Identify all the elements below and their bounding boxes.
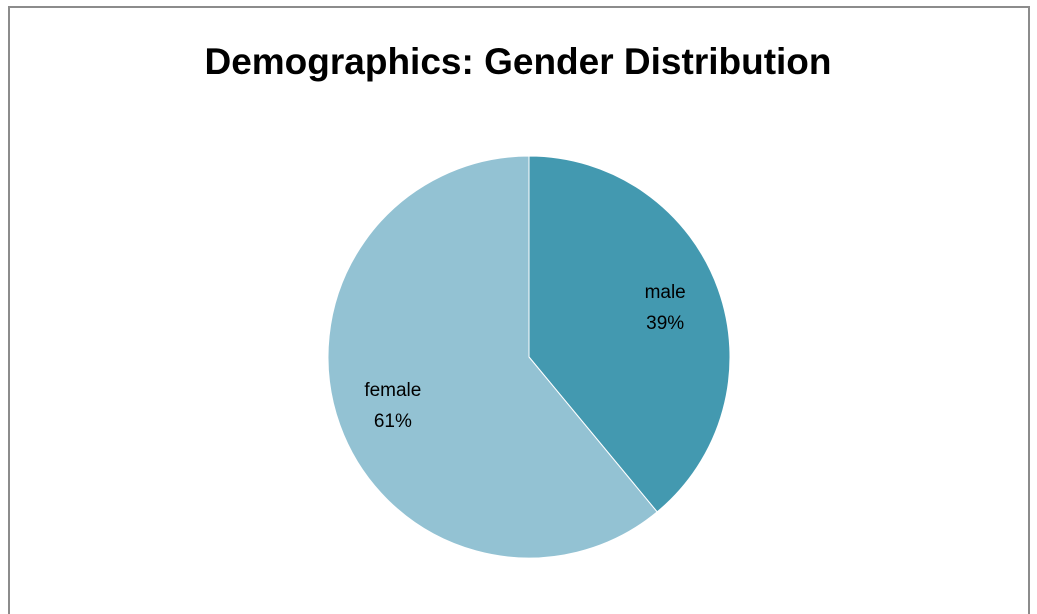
slice-value-label: 39% [646, 313, 684, 334]
pie-slice [528, 155, 731, 513]
slice-category-label: female [364, 380, 421, 401]
chart-title: Demographics: Gender Distribution [204, 41, 831, 82]
pie-slice [327, 155, 658, 559]
slice-category-label: male [645, 282, 686, 303]
slice-value-label: 61% [374, 411, 412, 432]
